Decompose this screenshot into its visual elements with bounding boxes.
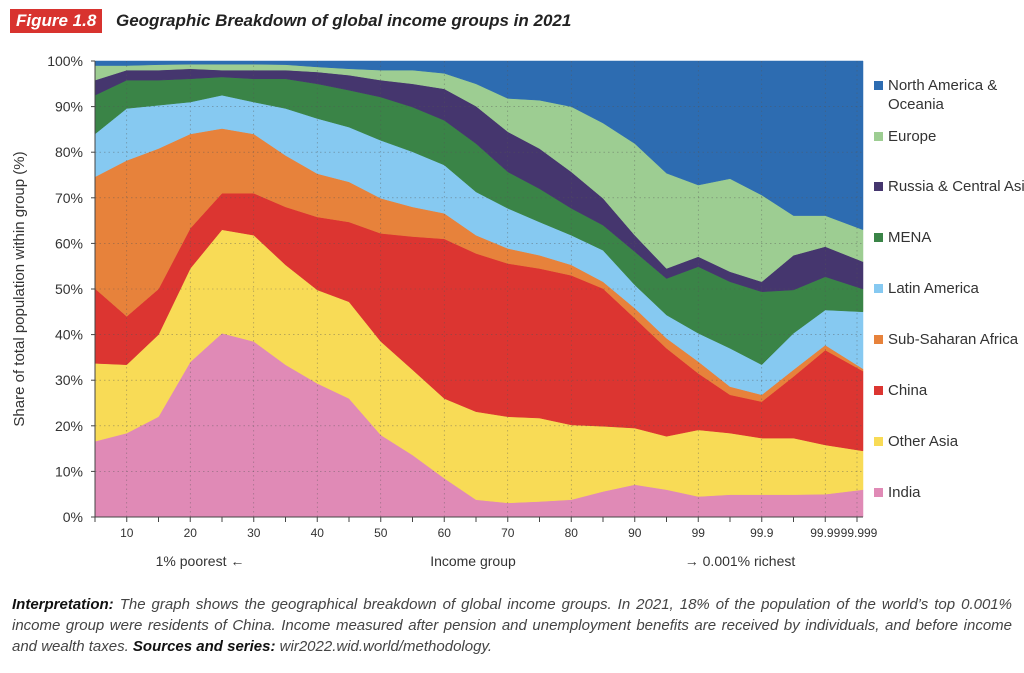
legend-label: China bbox=[888, 382, 928, 399]
x-tick-label: 99.9 bbox=[750, 526, 774, 540]
legend-swatch bbox=[874, 81, 883, 90]
legend-swatch bbox=[874, 437, 883, 446]
legend-item: Europe bbox=[874, 127, 1024, 146]
caption-text: The graph shows the geographical breakdo… bbox=[12, 596, 1012, 655]
legend-item: North America & Oceania bbox=[874, 76, 1024, 114]
x-tick-label: 99.999 bbox=[841, 526, 878, 540]
x-annotation-left: 1% poorest ← bbox=[156, 553, 245, 569]
caption-label: Interpretation: bbox=[12, 596, 114, 613]
legend-label: India bbox=[888, 484, 921, 501]
x-tick-label: 40 bbox=[311, 526, 325, 540]
x-tick-label: 90 bbox=[628, 526, 642, 540]
legend-label: Sub-Saharan Africa bbox=[888, 331, 1019, 348]
y-tick-label: 100% bbox=[47, 53, 83, 69]
legend-swatch bbox=[874, 132, 883, 141]
x-tick-label: 20 bbox=[184, 526, 198, 540]
interpretation-caption: Interpretation: The graph shows the geog… bbox=[12, 594, 1012, 657]
y-tick-label: 80% bbox=[55, 144, 83, 160]
legend-label: North America & Oceania bbox=[888, 77, 998, 113]
legend-swatch bbox=[874, 488, 883, 497]
y-tick-label: 20% bbox=[55, 418, 83, 434]
sources-label: Sources and series: bbox=[132, 638, 276, 655]
x-tick-label: 99 bbox=[692, 526, 706, 540]
y-tick-label: 70% bbox=[55, 190, 83, 206]
legend-label: Russia & Central Asia bbox=[888, 178, 1024, 195]
legend-swatch bbox=[874, 233, 883, 242]
area-layers bbox=[94, 60, 864, 518]
legend-swatch bbox=[874, 335, 883, 344]
y-tick-label: 90% bbox=[55, 99, 83, 115]
area-north-america-oceania bbox=[94, 60, 864, 231]
legend-swatch bbox=[874, 284, 883, 293]
y-tick-label: 30% bbox=[55, 372, 83, 388]
legend-item: China bbox=[874, 381, 1024, 400]
legend-item: Latin America bbox=[874, 279, 1024, 298]
legend-label: MENA bbox=[888, 229, 932, 246]
y-tick-label: 50% bbox=[55, 281, 83, 297]
legend-item: Other Asia bbox=[874, 432, 1024, 451]
y-tick-label: 0% bbox=[63, 509, 83, 525]
legend-swatch bbox=[874, 182, 883, 191]
gridlines bbox=[95, 61, 863, 517]
x-tick-label: 50 bbox=[374, 526, 388, 540]
axes: 0% 10% 20% 30% 40% 50% 60% 70% 80% 90% 100% 10 20 30 4… bbox=[47, 53, 877, 540]
x-annotation-right: → 0.001% richest bbox=[685, 553, 796, 569]
sources-text: wir2022.wid.world/methodology. bbox=[275, 638, 492, 655]
legend-label: Europe bbox=[888, 128, 937, 145]
x-tick-label: 10 bbox=[120, 526, 134, 540]
y-axis-title: Share of total population within group (… bbox=[11, 151, 28, 426]
legend-label: Other Asia bbox=[888, 433, 959, 450]
legend-item: India bbox=[874, 483, 1024, 502]
x-tick-label: 30 bbox=[247, 526, 261, 540]
figure-title: Geographic Breakdown of global income gr… bbox=[116, 11, 572, 30]
x-tick-label: 70 bbox=[501, 526, 515, 540]
legend-item: Sub-Saharan Africa bbox=[874, 330, 1024, 349]
x-tick-label: 99.99 bbox=[810, 526, 840, 540]
x-tick-label: 80 bbox=[565, 526, 579, 540]
x-tick-label: 60 bbox=[438, 526, 452, 540]
figure-number-badge: Figure 1.8 bbox=[10, 9, 103, 33]
legend-item: Russia & Central Asia bbox=[874, 177, 1024, 196]
x-axis-title: Income group bbox=[430, 553, 516, 569]
legend-label: Latin America bbox=[888, 280, 979, 297]
y-tick-label: 60% bbox=[55, 235, 83, 251]
legend-item: MENA bbox=[874, 228, 1024, 247]
y-tick-label: 10% bbox=[55, 463, 83, 479]
y-tick-label: 40% bbox=[55, 327, 83, 343]
legend-swatch bbox=[874, 386, 883, 395]
